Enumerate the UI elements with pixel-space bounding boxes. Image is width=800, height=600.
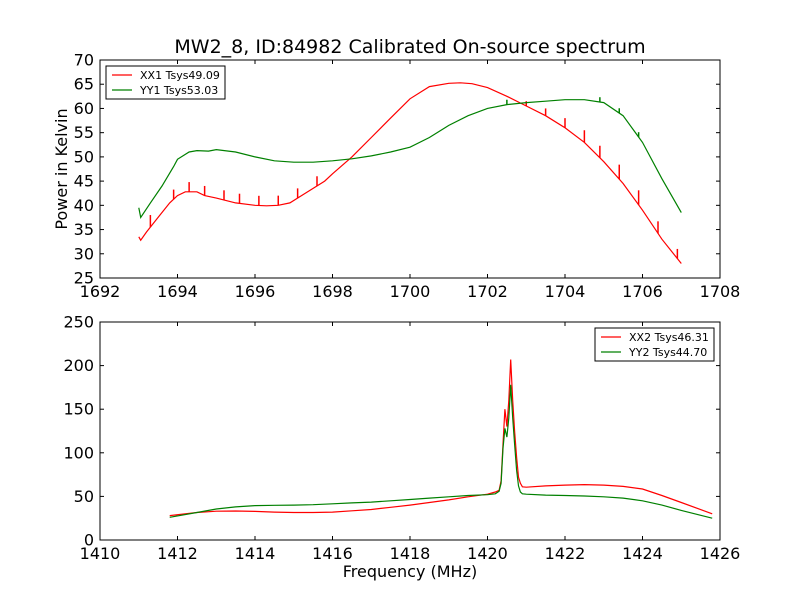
y-tick-label: 30 bbox=[74, 244, 94, 263]
x-tick-label: 1424 bbox=[622, 544, 663, 563]
x-tick-label: 1412 bbox=[157, 544, 198, 563]
y-tick-label: 60 bbox=[74, 99, 94, 118]
top-plot: 1692 1694 1696 1698 1700 1702 1704 1706 1708 25 30… bbox=[52, 51, 740, 302]
x-tick-label: 1422 bbox=[545, 544, 586, 563]
y-tick-label: 250 bbox=[63, 313, 94, 332]
x-tick-label: 1696 bbox=[235, 282, 276, 301]
x-tick-label: 1708 bbox=[700, 282, 741, 301]
y-tick-label: 40 bbox=[74, 196, 94, 215]
x-tick-label: 1692 bbox=[80, 282, 121, 301]
legend-label-2: YY2 Tsys44.70 bbox=[628, 346, 707, 359]
y-tick-label: 35 bbox=[74, 220, 94, 239]
x-tick-label: 1700 bbox=[390, 282, 431, 301]
x-tick-label: 1704 bbox=[545, 282, 586, 301]
y-tick-label: 100 bbox=[63, 443, 94, 462]
series-line-1 bbox=[138, 82, 682, 264]
y-tick-label: 45 bbox=[74, 172, 94, 191]
bottom-plot: 1410 1412 1414 1416 1418 1420 1422 1424 1426 0 50 1… bbox=[63, 313, 740, 582]
x-tick-label: 1418 bbox=[390, 544, 431, 563]
x-tick-label: 1426 bbox=[700, 544, 741, 563]
series-line-2 bbox=[169, 384, 713, 519]
y-tick-label: 65 bbox=[74, 75, 94, 94]
legend: XX2 Tsys46.31 YY2 Tsys44.70 bbox=[594, 327, 715, 362]
y-tick-label: 200 bbox=[63, 356, 94, 375]
legend-label-2: YY1 Tsys53.03 bbox=[139, 84, 218, 97]
chart-title: MW2_8, ID:84982 Calibrated On-source spe… bbox=[174, 36, 645, 58]
x-tick-label: 1698 bbox=[312, 282, 353, 301]
x-axis-label: Frequency (MHz) bbox=[343, 562, 477, 581]
x-tick-label: 1706 bbox=[622, 282, 663, 301]
x-tick-label: 1414 bbox=[235, 544, 276, 563]
y-axis-label: Power in Kelvin bbox=[52, 108, 71, 229]
y-tick-label: 50 bbox=[74, 487, 94, 506]
y-tick-label: 55 bbox=[74, 123, 94, 142]
legend-label-1: XX1 Tsys49.09 bbox=[140, 69, 220, 82]
y-tick-label: 70 bbox=[74, 51, 94, 70]
x-tick-label: 1416 bbox=[312, 544, 353, 563]
y-tick-label: 150 bbox=[63, 400, 94, 419]
y-tick-label: 25 bbox=[74, 269, 94, 288]
legend: XX1 Tsys49.09 YY1 Tsys53.03 bbox=[105, 65, 226, 100]
x-tick-label: 1702 bbox=[467, 282, 508, 301]
y-tick-label: 0 bbox=[84, 531, 94, 550]
series-line-2 bbox=[138, 99, 682, 219]
x-tick-label: 1420 bbox=[467, 544, 508, 563]
x-tick-label: 1694 bbox=[157, 282, 198, 301]
legend-label-1: XX2 Tsys46.31 bbox=[629, 331, 709, 344]
legend-box bbox=[594, 327, 715, 362]
x-tick-label: 1410 bbox=[80, 544, 121, 563]
legend-box bbox=[105, 65, 226, 100]
y-tick-label: 50 bbox=[74, 147, 94, 166]
